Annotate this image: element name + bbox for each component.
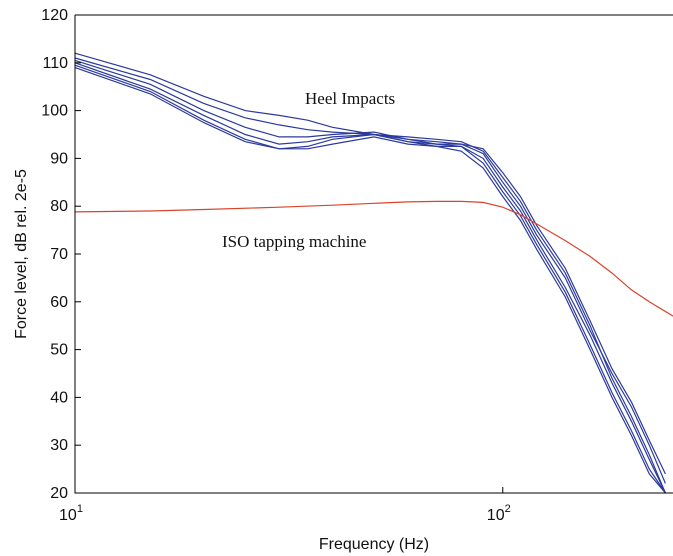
y-axis-label: Force level, dB rel. 2e-5	[13, 169, 30, 339]
annotation-iso-tapping: ISO tapping machine	[222, 232, 366, 251]
y-tick-label: 60	[50, 294, 68, 311]
heel-series-line-3	[74, 59, 666, 475]
y-tick-label: 80	[50, 198, 68, 215]
series-layer	[74, 52, 673, 494]
y-tick-label: 90	[50, 150, 68, 167]
annotation-heel-impacts: Heel Impacts	[305, 89, 395, 108]
heel-series-line-1	[74, 52, 666, 494]
y-tick-label: 70	[50, 246, 68, 263]
y-tick-label: 30	[50, 437, 68, 454]
y-tick-label: 120	[41, 7, 68, 24]
heel-series-line-6	[74, 67, 666, 494]
x-tick-label: 102	[487, 503, 511, 524]
y-tick-label: 50	[50, 342, 68, 359]
y-tick-label: 40	[50, 389, 68, 406]
x-axis-label: Frequency (Hz)	[319, 536, 429, 553]
plot-area	[75, 15, 673, 493]
iso-series-line	[74, 200, 673, 317]
x-tick-label: 101	[59, 503, 83, 524]
y-tick-label: 100	[41, 103, 68, 120]
y-tick-label: 110	[42, 55, 68, 72]
heel-series-line-5	[74, 64, 666, 494]
y-tick-label: 20	[50, 485, 68, 502]
